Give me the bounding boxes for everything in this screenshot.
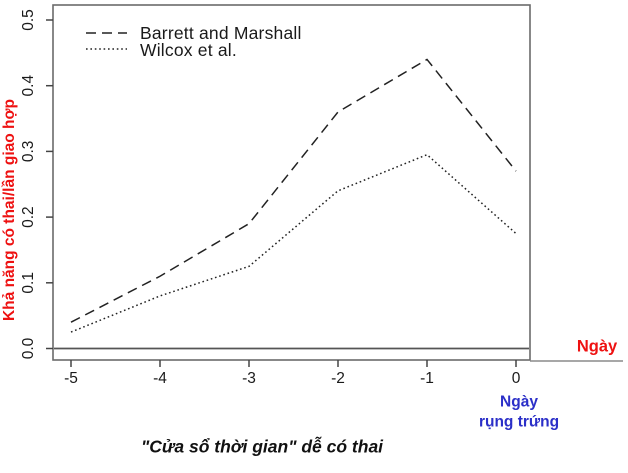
y-axis-title: Khả năng có thai/lần giao hợp (1, 98, 18, 322)
x-tick-label: -4 (153, 370, 167, 387)
x-tick-label: -2 (331, 370, 345, 387)
y-tick-label: 0.2 (20, 206, 37, 228)
ovulation-day-label-line2: rụng trứng (478, 414, 560, 431)
x-tick-label: 0 (512, 370, 521, 387)
legend-label-barrett-marshall: Barrett and Marshall (140, 23, 302, 43)
x-tick-label: -1 (420, 370, 434, 387)
series-line-barrett-marshall (70, 58, 517, 323)
y-tick-label: 0.5 (20, 9, 37, 31)
x-axis-title: Ngày (576, 337, 618, 356)
x-tick-label: -5 (64, 370, 78, 387)
legend-label-wilcox: Wilcox et al. (140, 40, 237, 60)
x-tick-label: -3 (242, 370, 256, 387)
series-line-wilcox (70, 153, 517, 333)
y-tick-label: 0.4 (20, 75, 37, 97)
plot-frame (52, 4, 531, 361)
y-tick-label: 0.1 (20, 272, 37, 294)
figure-caption: "Cửa sổ thời gian" dễ có thai (140, 436, 384, 457)
ovulation-day-label-line1: Ngày (500, 393, 538, 411)
ovulation-day-label: Ngày rụng trứng (479, 393, 559, 434)
y-tick-label: 0.3 (20, 141, 37, 163)
y-tick-label: 0.0 (20, 337, 37, 359)
